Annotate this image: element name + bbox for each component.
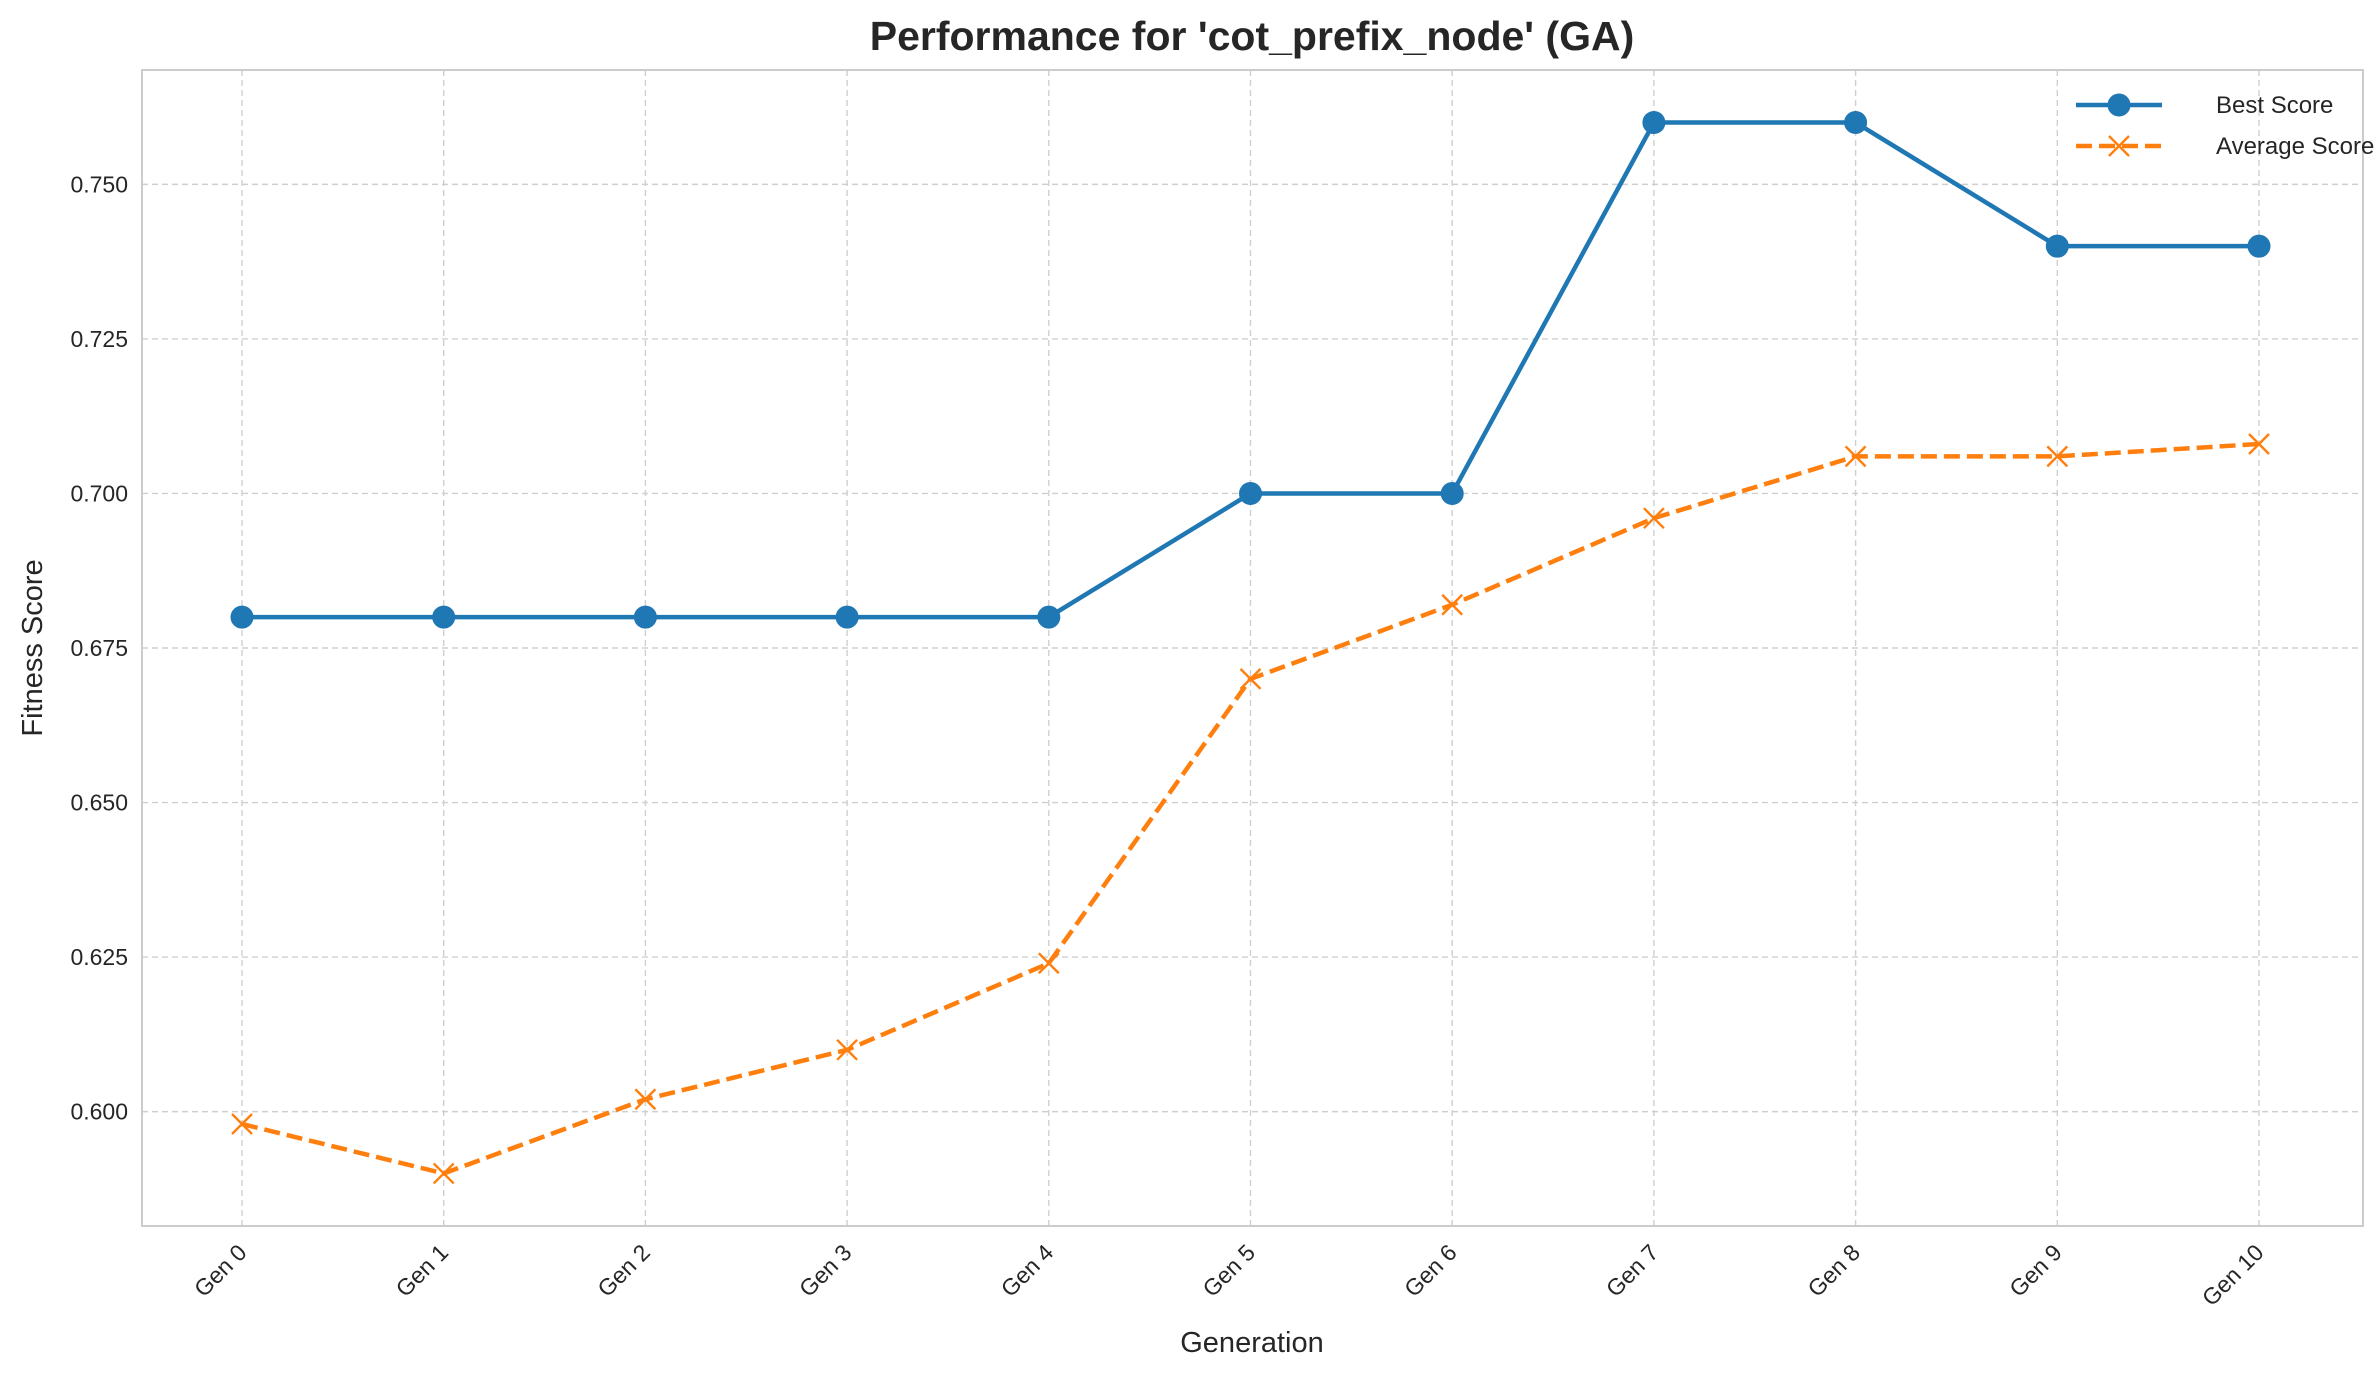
data-point [230, 605, 254, 629]
series-average-score [231, 433, 2270, 1185]
data-point [231, 1113, 253, 1135]
legend-label: Average Score [2216, 133, 2374, 160]
data-point [835, 605, 859, 629]
data-point [1037, 952, 1060, 975]
y-axis-label: Fitness Score [17, 559, 49, 736]
series-layer [230, 111, 2271, 1185]
y-tick-label: 0.625 [70, 944, 128, 970]
data-point [633, 605, 657, 629]
y-tick-label: 0.725 [70, 326, 128, 352]
y-axis: 0.600 0.625 0.650 0.675 0.700 0.725 0.750 [70, 171, 128, 1124]
x-tick-label: Gen 10 [2197, 1239, 2269, 1311]
data-point [432, 605, 456, 629]
x-tick-label: Gen 5 [1197, 1239, 1260, 1302]
x-tick-label: Gen 1 [391, 1239, 454, 1302]
data-point [1642, 111, 1666, 135]
plot-frame [141, 69, 2364, 1227]
data-point [1037, 605, 1061, 629]
x-axis-label: Generation [1180, 1327, 1324, 1359]
x-tick-label: Gen 9 [2004, 1239, 2067, 1302]
x-tick-label: Gen 8 [1802, 1239, 1865, 1302]
y-tick-label: 0.650 [70, 790, 128, 816]
chart-title: Performance for 'cot_prefix_node' (GA) [870, 13, 1635, 59]
data-point [1844, 111, 1868, 135]
y-tick-label: 0.750 [70, 171, 128, 197]
data-point [836, 1038, 858, 1061]
data-point [2248, 433, 2270, 455]
legend-entry: Best Score [2076, 92, 2333, 119]
y-tick-label: 0.700 [70, 480, 128, 506]
data-point [1844, 445, 1867, 468]
data-point [1441, 593, 1464, 616]
x-tick-label: Gen 3 [794, 1239, 857, 1302]
series-best-score [230, 111, 2271, 629]
y-tick-label: 0.675 [70, 635, 128, 661]
data-point [2247, 234, 2271, 258]
legend-marker [2108, 135, 2130, 157]
data-point [432, 1162, 455, 1185]
data-point [2046, 445, 2069, 468]
x-tick-label: Gen 0 [189, 1239, 252, 1302]
x-tick-label: Gen 6 [1399, 1239, 1462, 1302]
data-point [1239, 481, 1262, 505]
legend-marker [2107, 93, 2131, 117]
data-point [1239, 668, 1262, 690]
x-tick-label: Gen 7 [1601, 1239, 1664, 1302]
data-point [2045, 234, 2069, 258]
data-point [1643, 507, 1665, 530]
legend-label: Best Score [2216, 92, 2333, 119]
x-tick-label: Gen 2 [592, 1239, 655, 1302]
data-point [1440, 481, 1464, 505]
x-axis: Gen 0 Gen 1 Gen 2 Gen 3 Gen 4 Gen 5 Gen 6 Gen 7… [189, 1239, 2269, 1311]
legend: Best Score Average Score [2076, 92, 2374, 160]
y-tick-label: 0.600 [70, 1099, 128, 1125]
x-tick-label: Gen 4 [996, 1239, 1059, 1302]
data-point [634, 1088, 657, 1111]
grid-lines [142, 70, 2363, 1226]
legend-entry: Average Score [2076, 133, 2374, 160]
